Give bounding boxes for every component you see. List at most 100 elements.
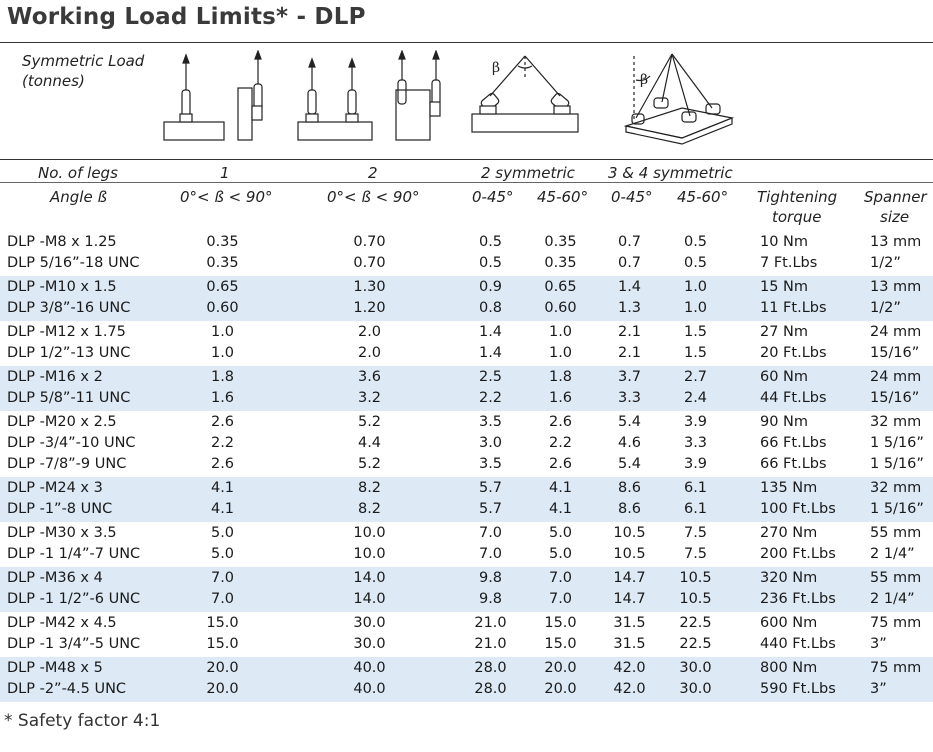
header-rule bbox=[0, 159, 933, 160]
table-cell: 3” bbox=[870, 681, 887, 697]
table-cell: 1.0 bbox=[548, 324, 573, 340]
table-cell: 1.3 bbox=[617, 300, 642, 316]
table-cell: 2.2 bbox=[478, 390, 503, 406]
torque-header-1: Tightening bbox=[757, 188, 838, 206]
product-name-cell: DLP -7/8”-9 UNC bbox=[7, 456, 127, 472]
table-cell: 30.0 bbox=[679, 660, 712, 676]
table-cell: 32 mm bbox=[870, 480, 922, 496]
top-rule bbox=[0, 42, 933, 43]
table-cell: 1.5 bbox=[683, 345, 708, 361]
table-cell: 20.0 bbox=[544, 681, 577, 697]
table-cell: 0.8 bbox=[478, 300, 503, 316]
table-cell: 1.8 bbox=[210, 369, 235, 385]
product-name-cell: DLP -1”-8 UNC bbox=[7, 501, 113, 517]
table-cell: 31.5 bbox=[613, 636, 646, 652]
table-cell: 3” bbox=[870, 636, 887, 652]
table-cell: 0.5 bbox=[478, 234, 503, 250]
diagram-two-symmetric: β bbox=[471, 55, 579, 133]
table-cell: 4.6 bbox=[617, 435, 642, 451]
table-cell: 40.0 bbox=[353, 660, 386, 676]
table-cell: 10.5 bbox=[613, 546, 646, 562]
table-cell: 30.0 bbox=[353, 615, 386, 631]
angle-2: 0°< ß < 90° bbox=[327, 188, 420, 206]
table-cell: 5.2 bbox=[357, 456, 382, 472]
table-cell: 2.4 bbox=[683, 390, 708, 406]
table-cell: 590 Ft.Lbs bbox=[760, 681, 836, 697]
table-cell: 7 Ft.Lbs bbox=[760, 255, 818, 271]
product-name-cell: DLP -M10 x 1.5 bbox=[7, 279, 117, 295]
table-cell: 2 1/4” bbox=[870, 546, 915, 562]
diagram-single-leg bbox=[163, 50, 263, 141]
table-cell: 60 Nm bbox=[760, 369, 809, 385]
legs-row-rule bbox=[0, 182, 933, 183]
table-cell: 21.0 bbox=[474, 636, 507, 652]
table-cell: 1.20 bbox=[353, 300, 386, 316]
table-cell: 1.30 bbox=[353, 279, 386, 295]
row-group-band bbox=[0, 477, 933, 522]
table-cell: 2.6 bbox=[210, 414, 235, 430]
diagram-three-four-symmetric: β bbox=[623, 53, 735, 145]
table-cell: 0.60 bbox=[544, 300, 577, 316]
angle-34sym-45-60: 45-60° bbox=[677, 188, 729, 206]
table-cell: 7.0 bbox=[478, 546, 503, 562]
table-cell: 3.5 bbox=[478, 456, 503, 472]
table-cell: 28.0 bbox=[474, 681, 507, 697]
table-cell: 10.5 bbox=[679, 570, 712, 586]
table-cell: 13 mm bbox=[870, 234, 922, 250]
diagram-two-legs bbox=[297, 50, 441, 141]
table-cell: 75 mm bbox=[870, 615, 922, 631]
table-cell: 24 mm bbox=[870, 369, 922, 385]
table-cell: 2.5 bbox=[478, 369, 503, 385]
legs-2: 2 bbox=[368, 164, 378, 182]
product-name-cell: DLP -M8 x 1.25 bbox=[7, 234, 117, 250]
table-cell: 20.0 bbox=[206, 660, 239, 676]
table-cell: 1.0 bbox=[683, 300, 708, 316]
table-cell: 8.2 bbox=[357, 501, 382, 517]
beta-symbol-34sym: β bbox=[640, 72, 648, 88]
table-cell: 3.5 bbox=[478, 414, 503, 430]
table-cell: 1.8 bbox=[548, 369, 573, 385]
table-cell: 2.2 bbox=[548, 435, 573, 451]
torque-header-2: torque bbox=[772, 208, 822, 226]
table-cell: 236 Ft.Lbs bbox=[760, 591, 836, 607]
table-cell: 2.6 bbox=[548, 456, 573, 472]
table-cell: 4.1 bbox=[210, 501, 235, 517]
table-cell: 14.7 bbox=[613, 570, 646, 586]
page-title: Working Load Limits* - DLP bbox=[7, 4, 366, 30]
angle-label: Angle ß bbox=[50, 188, 107, 206]
product-name-cell: DLP 5/16”-18 UNC bbox=[7, 255, 140, 271]
table-cell: 8.2 bbox=[357, 480, 382, 496]
table-cell: 1/2” bbox=[870, 255, 901, 271]
table-cell: 320 Nm bbox=[760, 570, 818, 586]
table-cell: 0.60 bbox=[206, 300, 239, 316]
table-cell: 66 Ft.Lbs bbox=[760, 435, 827, 451]
table-cell: 28.0 bbox=[474, 660, 507, 676]
table-cell: 7.0 bbox=[478, 525, 503, 541]
table-cell: 5.7 bbox=[478, 501, 503, 517]
table-cell: 40.0 bbox=[353, 681, 386, 697]
symmetric-load-label: Symmetric Load bbox=[22, 52, 145, 70]
table-cell: 30.0 bbox=[353, 636, 386, 652]
table-cell: 22.5 bbox=[679, 615, 712, 631]
table-cell: 0.65 bbox=[206, 279, 239, 295]
table-cell: 1 5/16” bbox=[870, 501, 924, 517]
table-cell: 2.1 bbox=[617, 324, 642, 340]
table-cell: 1.6 bbox=[210, 390, 235, 406]
table-cell: 4.1 bbox=[548, 501, 573, 517]
table-cell: 7.0 bbox=[548, 570, 573, 586]
table-cell: 7.0 bbox=[548, 591, 573, 607]
row-group-band bbox=[0, 366, 933, 411]
table-cell: 1 5/16” bbox=[870, 435, 924, 451]
table-cell: 66 Ft.Lbs bbox=[760, 456, 827, 472]
table-cell: 3.3 bbox=[683, 435, 708, 451]
product-name-cell: DLP -2”-4.5 UNC bbox=[7, 681, 127, 697]
product-name-cell: DLP -M30 x 3.5 bbox=[7, 525, 117, 541]
table-cell: 1.4 bbox=[478, 324, 503, 340]
table-cell: 100 Ft.Lbs bbox=[760, 501, 836, 517]
table-cell: 1.4 bbox=[478, 345, 503, 361]
table-cell: 5.0 bbox=[548, 525, 573, 541]
table-cell: 800 Nm bbox=[760, 660, 818, 676]
table-cell: 0.5 bbox=[478, 255, 503, 271]
table-cell: 10.5 bbox=[613, 525, 646, 541]
product-name-cell: DLP -M12 x 1.75 bbox=[7, 324, 126, 340]
